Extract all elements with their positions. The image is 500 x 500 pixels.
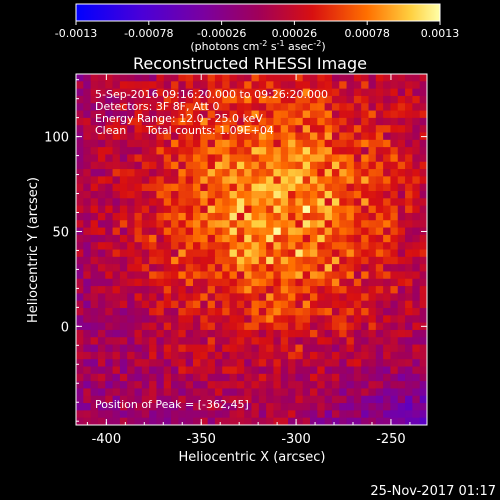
- annotation-detectors: Detectors: 3F 8F, Att 0: [95, 100, 219, 113]
- annotation-peak-position: Position of Peak = [-362,45]: [95, 398, 249, 411]
- colorbar-tick-label: -0.00078: [124, 27, 173, 40]
- y-axis-ticks: 0 50 100: [44, 79, 427, 422]
- x-axis-label: Heliocentric X (arcsec): [179, 450, 326, 465]
- x-tick-label: -250: [376, 432, 406, 447]
- y-tick-label: 50: [52, 225, 69, 240]
- annotation-algorithm: Clean: [95, 124, 126, 137]
- y-tick-label: 0: [61, 320, 69, 335]
- annotation-energy-range: Energy Range: 12.0 - 25.0 keV: [95, 112, 263, 125]
- colorbar-ticks: [75, 21, 441, 25]
- x-tick-label: -350: [186, 432, 216, 447]
- colorbar-units: (photons cm-2 s-1 asec-2): [190, 39, 325, 53]
- x-tick-label: -300: [281, 432, 311, 447]
- colorbar-tick-label: -0.0013: [55, 27, 97, 40]
- colorbar-tick-label: 0.00078: [344, 27, 390, 40]
- footer-timestamp: 25-Nov-2017 01:17: [370, 484, 496, 499]
- annotation-time-range: 5-Sep-2016 09:16:20.000 to 09:26:20.000: [95, 88, 328, 101]
- colorbar-tick-label: 0.0013: [421, 27, 460, 40]
- x-tick-label: -400: [92, 432, 122, 447]
- colorbar-tick-labels: -0.0013 -0.00078 -0.00026 0.00026 0.00078 0.0…: [55, 27, 459, 40]
- colorbar-tick-label: -0.00026: [197, 27, 246, 40]
- y-tick-label: 100: [44, 131, 69, 146]
- plot-frame: [75, 73, 428, 426]
- colorbar-tick-label: 0.00026: [272, 27, 318, 40]
- colorbar: [75, 3, 441, 22]
- annotation-total-counts: Total counts: 1.09E+04: [145, 124, 274, 137]
- heatmap-image: [76, 74, 427, 425]
- chart-title: Reconstructed RHESSI Image: [133, 54, 367, 73]
- y-axis-label: Heliocentric Y (arcsec): [26, 177, 41, 323]
- x-axis-ticks: -400 -350 -300 -250: [86, 74, 411, 447]
